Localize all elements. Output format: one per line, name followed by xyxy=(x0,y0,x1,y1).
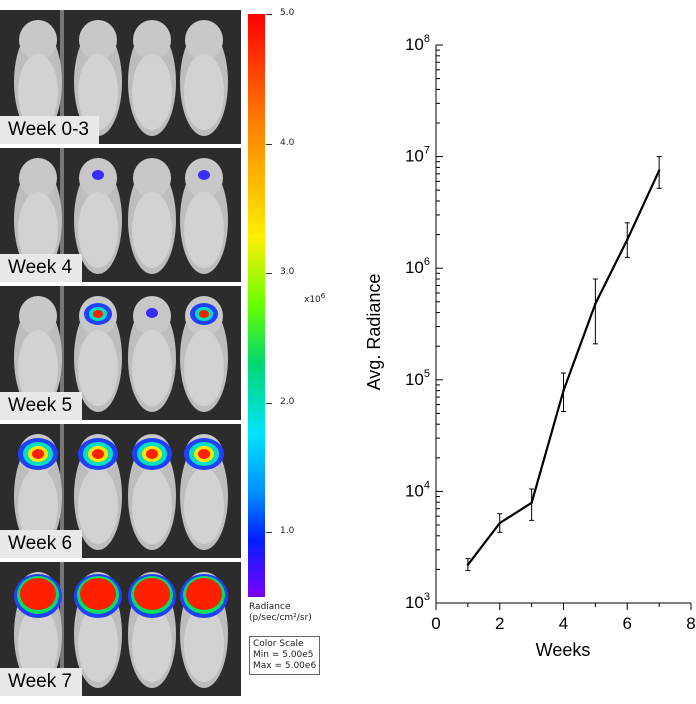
x-tick-label: 4 xyxy=(559,614,568,633)
color-scale-tick xyxy=(266,143,272,145)
data-point xyxy=(498,521,501,525)
color-scale-caption: Radiance (p/sec/cm²/sr) xyxy=(249,602,312,624)
data-point xyxy=(657,169,661,172)
mouse xyxy=(74,296,122,412)
chart-axes: 103 104 105 106 107 108 0 2 4 6 8 xyxy=(405,33,696,633)
week-panel: Week 4 xyxy=(0,148,241,282)
mouse xyxy=(14,572,62,688)
color-scale-tick-label: 2.0 xyxy=(280,396,295,407)
data-point xyxy=(466,563,470,566)
mouse xyxy=(128,20,176,136)
y-axis-label: Avg. Radiance xyxy=(364,274,384,391)
mouse xyxy=(180,434,228,550)
mouse-image xyxy=(0,10,241,144)
week-panel: Week 7 xyxy=(0,562,241,696)
radiance-color-scale-bar xyxy=(248,14,265,597)
color-scale-tick xyxy=(266,273,272,275)
data-point xyxy=(530,501,533,505)
series-line xyxy=(467,170,661,566)
week-label: Week 4 xyxy=(0,254,83,282)
mouse xyxy=(74,434,122,550)
mouse xyxy=(14,20,62,136)
data-point xyxy=(626,238,629,241)
mouse xyxy=(128,158,176,274)
week-panel: Week 0-3 xyxy=(0,10,241,144)
x-tick-label: 2 xyxy=(495,614,504,633)
color-scale-tick xyxy=(266,14,272,15)
x-axis-label: Weeks xyxy=(536,640,591,660)
y-tick-label: 106 xyxy=(405,256,430,277)
radiance-line-chart: 103 104 105 106 107 108 0 2 4 6 8 Weeks Avg. Radia… xyxy=(364,33,696,660)
mouse xyxy=(14,158,62,274)
week-label: Week 5 xyxy=(0,392,83,420)
color-scale-tick xyxy=(266,402,272,404)
y-tick-label: 103 xyxy=(405,591,430,612)
color-scale-info-box: Color Scale Min = 5.00e5 Max = 5.00e6 xyxy=(249,636,321,675)
mouse xyxy=(74,572,122,688)
y-tick-label: 107 xyxy=(405,145,430,166)
color-scale-title: Color Scale xyxy=(253,639,304,649)
mouse xyxy=(128,296,176,412)
color-scale-caption-line2: (p/sec/cm²/sr) xyxy=(249,613,312,623)
x-tick-label: 8 xyxy=(686,614,695,633)
y-tick-label: 104 xyxy=(405,479,430,500)
color-scale-tick-label: 3.0 xyxy=(280,267,295,278)
x-tick-label: 6 xyxy=(623,614,632,633)
chart-marks xyxy=(465,156,662,572)
mouse xyxy=(14,434,62,550)
color-scale-tick-label: 1.0 xyxy=(280,526,295,537)
mouse xyxy=(180,158,228,274)
data-point xyxy=(594,302,597,305)
mouse-image xyxy=(0,286,241,420)
week-panel: Week 6 xyxy=(0,424,241,558)
color-scale-tick-label: 4.0 xyxy=(280,137,295,148)
week-label: Week 7 xyxy=(0,668,83,696)
week-label: Week 0-3 xyxy=(0,116,99,144)
color-scale-tick xyxy=(266,532,272,534)
y-tick-label: 105 xyxy=(405,368,430,389)
mouse xyxy=(128,434,176,550)
mouse xyxy=(14,296,62,412)
color-scale-caption-line1: Radiance xyxy=(249,602,291,612)
mouse xyxy=(74,158,122,274)
color-scale-min: Min = 5.00e5 xyxy=(253,650,314,660)
mouse xyxy=(74,20,122,136)
x-tick-label: 0 xyxy=(431,614,440,633)
mouse xyxy=(128,572,176,688)
color-scale-tick-label: 5.0 xyxy=(280,8,295,18)
color-scale-max: Max = 5.00e6 xyxy=(253,661,317,671)
data-point xyxy=(562,389,565,392)
color-scale-multiplier: x106 xyxy=(304,292,326,305)
mouse xyxy=(180,20,228,136)
mouse-image xyxy=(0,562,241,696)
week-label: Week 6 xyxy=(0,530,83,558)
mouse xyxy=(180,296,228,412)
y-tick-label: 108 xyxy=(405,33,430,54)
mouse xyxy=(180,572,228,688)
week-panel: Week 5 xyxy=(0,286,241,420)
